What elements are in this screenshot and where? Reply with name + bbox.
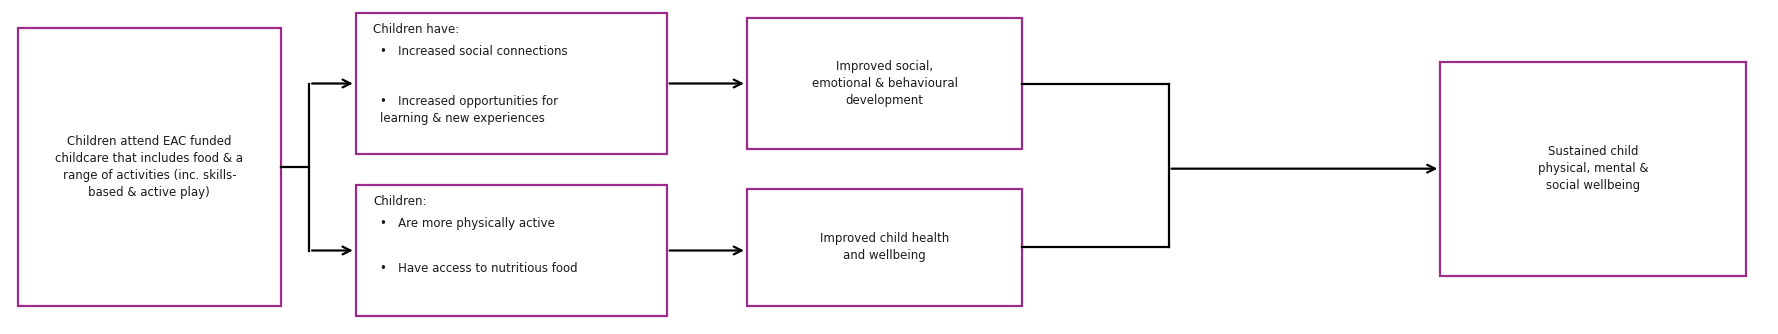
- Text: Sustained child
physical, mental &
social wellbeing: Sustained child physical, mental & socia…: [1538, 145, 1648, 192]
- FancyBboxPatch shape: [18, 28, 281, 306]
- Text: Children have:: Children have:: [373, 23, 461, 36]
- Text: •   Increased opportunities for
learning & new experiences: • Increased opportunities for learning &…: [380, 95, 558, 125]
- Text: •   Increased social connections: • Increased social connections: [380, 45, 569, 58]
- Text: Children:: Children:: [373, 195, 427, 208]
- Text: •   Have access to nutritious food: • Have access to nutritious food: [380, 262, 578, 275]
- Text: •   Are more physically active: • Are more physically active: [380, 217, 555, 230]
- FancyBboxPatch shape: [356, 185, 667, 316]
- FancyBboxPatch shape: [747, 189, 1022, 306]
- Text: Children attend EAC funded
childcare that includes food & a
range of activities : Children attend EAC funded childcare tha…: [55, 135, 244, 199]
- FancyBboxPatch shape: [747, 18, 1022, 149]
- Text: Improved social,
emotional & behavioural
development: Improved social, emotional & behavioural…: [811, 60, 958, 107]
- FancyBboxPatch shape: [356, 13, 667, 154]
- Text: Improved child health
and wellbeing: Improved child health and wellbeing: [820, 232, 949, 262]
- FancyBboxPatch shape: [1440, 62, 1746, 276]
